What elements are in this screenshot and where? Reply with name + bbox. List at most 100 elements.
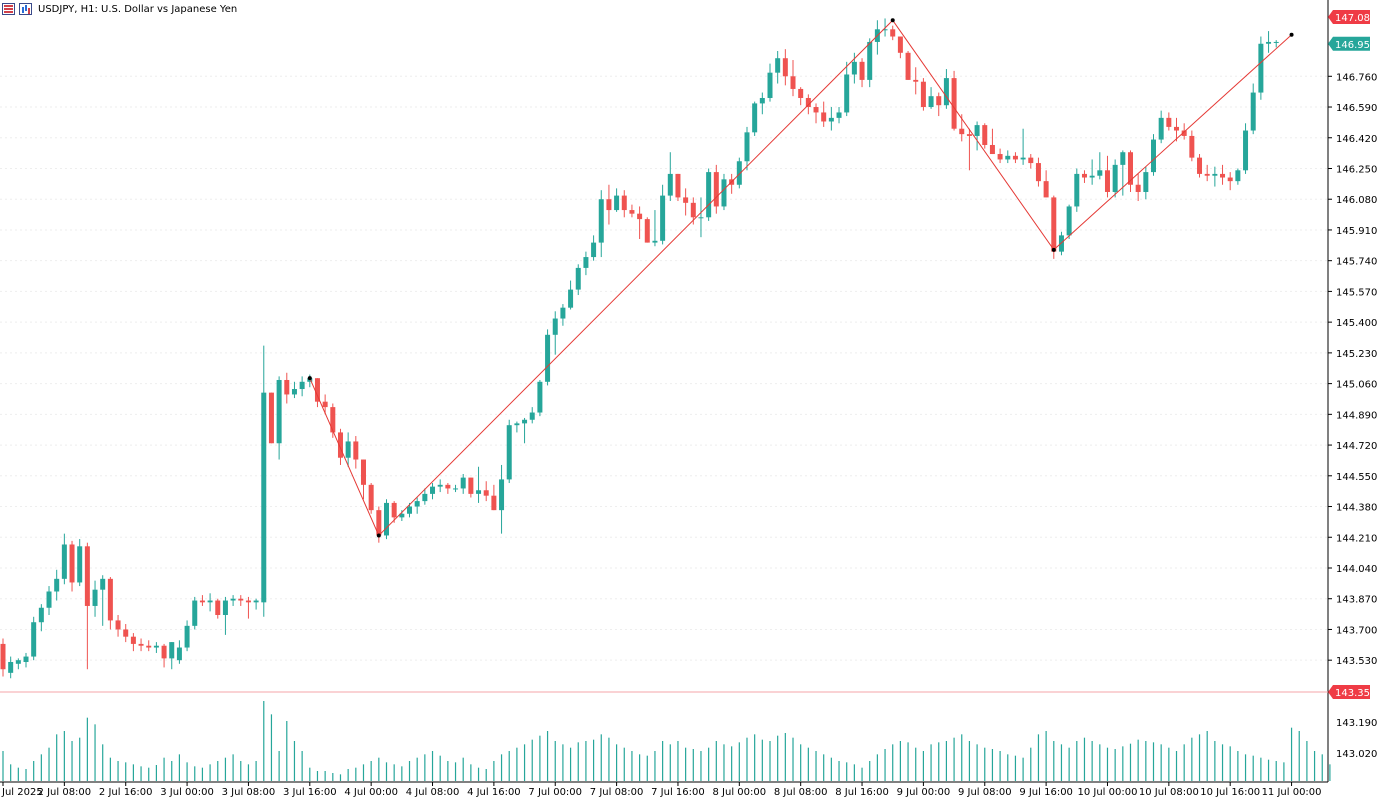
candle[interactable] [859, 58, 865, 88]
candle[interactable] [107, 577, 113, 630]
candle[interactable] [1020, 128, 1026, 165]
candle[interactable] [790, 60, 796, 97]
candle[interactable] [360, 459, 366, 500]
candle[interactable] [245, 596, 251, 619]
candle[interactable] [568, 280, 574, 310]
candle[interactable] [384, 499, 389, 540]
candle[interactable] [322, 394, 328, 415]
candle[interactable] [138, 638, 144, 652]
candle[interactable] [1112, 159, 1118, 198]
candle[interactable] [851, 52, 857, 84]
candle[interactable] [445, 483, 451, 494]
candle[interactable] [1035, 157, 1041, 187]
candle[interactable] [943, 69, 949, 109]
candle[interactable] [491, 484, 497, 511]
candle[interactable] [1250, 83, 1256, 135]
candle[interactable] [706, 168, 712, 221]
candle[interactable] [23, 652, 29, 668]
candle[interactable] [698, 197, 704, 238]
candle[interactable] [268, 392, 274, 444]
candle[interactable] [997, 148, 1003, 164]
candle[interactable] [782, 49, 788, 86]
candle[interactable] [552, 311, 558, 355]
candle[interactable] [476, 466, 482, 503]
candle[interactable] [1189, 130, 1195, 162]
candle[interactable] [207, 593, 213, 612]
candle[interactable] [299, 376, 305, 397]
candle[interactable] [92, 580, 98, 617]
candle[interactable] [928, 87, 934, 109]
candle[interactable] [368, 483, 374, 514]
candle[interactable] [130, 633, 136, 652]
candle[interactable] [537, 379, 543, 417]
candle[interactable] [652, 210, 658, 247]
candle[interactable] [230, 595, 236, 606]
candle[interactable] [1212, 166, 1218, 187]
candle[interactable] [215, 598, 221, 619]
candle[interactable] [1243, 123, 1249, 174]
candle[interactable] [1120, 150, 1126, 196]
candle[interactable] [468, 477, 474, 498]
candle[interactable] [844, 61, 850, 117]
candle[interactable] [1089, 159, 1095, 185]
bar-chart-icon[interactable] [19, 3, 32, 15]
candle[interactable] [1005, 150, 1011, 164]
candle[interactable] [522, 417, 528, 444]
candle[interactable] [0, 638, 6, 677]
candle[interactable] [1043, 170, 1049, 198]
candle[interactable] [905, 50, 911, 80]
candle[interactable] [721, 173, 727, 211]
candle[interactable] [1012, 152, 1018, 164]
candle[interactable] [176, 640, 182, 664]
candle[interactable] [1266, 31, 1272, 53]
candle[interactable] [913, 67, 919, 95]
candle[interactable] [767, 63, 773, 102]
candle[interactable] [276, 376, 282, 460]
candle[interactable] [813, 103, 819, 124]
candle[interactable] [1028, 154, 1034, 169]
candle[interactable] [1220, 164, 1226, 185]
candle[interactable] [644, 217, 650, 243]
candle[interactable] [1081, 170, 1087, 183]
candle[interactable] [982, 123, 988, 149]
candle[interactable] [1235, 168, 1241, 185]
candle[interactable] [667, 152, 673, 202]
candle[interactable] [598, 190, 604, 258]
candle[interactable] [683, 188, 689, 216]
candle[interactable] [391, 501, 397, 523]
candle[interactable] [1273, 40, 1279, 48]
candle[interactable] [974, 121, 980, 151]
candle[interactable] [161, 643, 167, 668]
candle[interactable] [46, 586, 52, 615]
candle[interactable] [253, 598, 259, 610]
candle[interactable] [637, 206, 643, 239]
candle[interactable] [951, 70, 957, 131]
candle[interactable] [897, 36, 903, 59]
candle[interactable] [798, 87, 804, 106]
candle[interactable] [660, 184, 666, 245]
candle[interactable] [31, 616, 37, 661]
candle[interactable] [123, 624, 129, 643]
candle[interactable] [1066, 204, 1072, 239]
candle[interactable] [583, 251, 589, 276]
candle[interactable] [169, 642, 175, 670]
candle[interactable] [752, 101, 758, 136]
candle[interactable] [192, 596, 198, 630]
candle[interactable] [291, 381, 297, 399]
candle[interactable] [736, 157, 742, 189]
candle[interactable] [1166, 112, 1172, 131]
candle[interactable] [1227, 172, 1233, 191]
candle[interactable] [61, 533, 67, 585]
candle[interactable] [1127, 150, 1133, 192]
candle[interactable] [84, 542, 90, 670]
candle[interactable] [966, 128, 972, 171]
grid-icon[interactable] [2, 3, 15, 15]
candle[interactable] [353, 436, 359, 469]
candle[interactable] [890, 25, 896, 41]
candle[interactable] [629, 204, 635, 218]
candle[interactable] [483, 481, 489, 502]
candle[interactable] [345, 432, 351, 467]
candle[interactable] [238, 595, 244, 606]
candle[interactable] [314, 378, 320, 408]
